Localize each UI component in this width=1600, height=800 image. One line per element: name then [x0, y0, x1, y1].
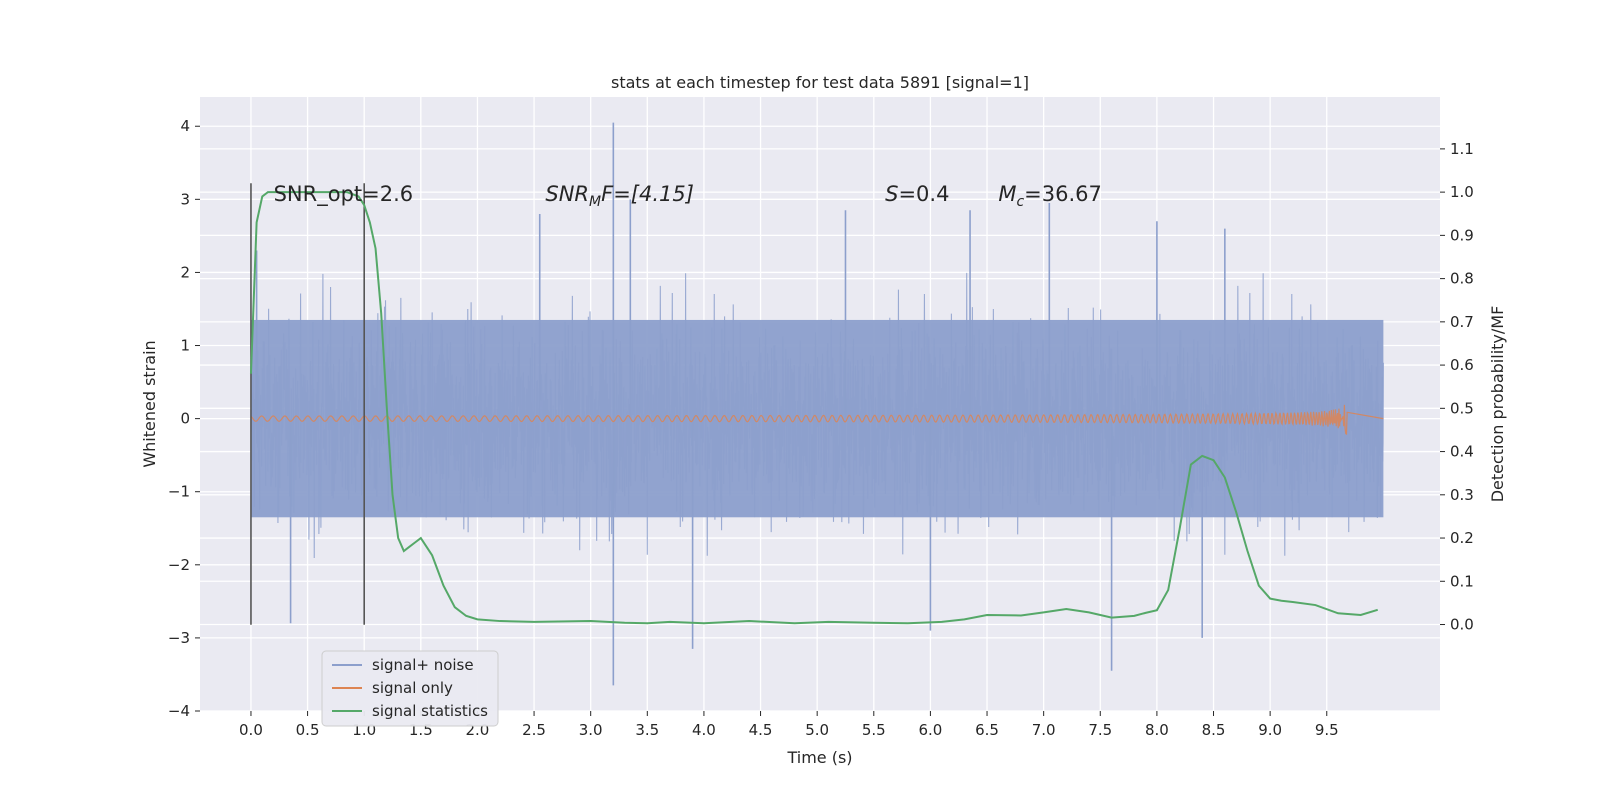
y-tick-label: −4 [168, 702, 190, 720]
y2-tick-label: 0.0 [1450, 616, 1474, 634]
y2-axis-title: Detection probability/MF [1488, 306, 1507, 503]
stats-series-line [249, 191, 1379, 625]
annotation-mc-sub: c [1016, 194, 1024, 210]
y2-tick-label: 1.1 [1450, 140, 1474, 158]
y2-tick-label: 1.0 [1450, 183, 1474, 201]
legend-box [321, 650, 499, 727]
y2-tick-label: 0.5 [1450, 399, 1474, 417]
x-tick-label: 8.0 [1145, 721, 1169, 739]
annotation-mc-main: M [998, 182, 1016, 206]
annotation-s-main: S [885, 182, 898, 206]
legend-label-stats: signal statistics [372, 702, 488, 720]
x-tick-label: 7.5 [1088, 721, 1112, 739]
y-tick-label: 3 [180, 190, 190, 208]
x-tick-label: 6.0 [918, 721, 942, 739]
annotation-snr-opt: SNR_opt=2.6 [274, 182, 414, 207]
y2-tick-label: 0.2 [1450, 529, 1474, 547]
x-tick-label: 9.5 [1315, 721, 1339, 739]
annotation-snr-mf-sub: M [589, 194, 601, 210]
signal-series-group [250, 404, 1384, 436]
y-tick-label: 0 [180, 410, 190, 428]
signal-series-line [250, 404, 1384, 436]
legend: signal+ noise signal only signal statist… [321, 650, 499, 727]
annotation-snr-mf-rest: F=[4.15] [601, 182, 694, 206]
axes-ticks-group: 0.0 0.5 1.0 1.5 2.0 2.5 3.0 3.5 4.0 4.5 5.0 5.5 6.0 6… [168, 117, 1474, 739]
x-tick-label: 5.0 [805, 721, 829, 739]
y-axis-title: Whitened strain [140, 340, 159, 467]
y2-tick-label: 0.6 [1450, 356, 1474, 374]
y2-tick-label: 0.1 [1450, 572, 1474, 590]
x-tick-label: 7.0 [1032, 721, 1056, 739]
x-tick-label: 0.5 [296, 721, 320, 739]
annotation-mc: Mc=36.67 [998, 182, 1102, 210]
y2-tick-label: 0.7 [1450, 313, 1474, 331]
legend-label-noise: signal+ noise [372, 656, 474, 674]
x-tick-label: 3.0 [579, 721, 603, 739]
chart-title: stats at each timestep for test data 589… [611, 73, 1029, 92]
y-tick-label: 4 [180, 117, 190, 135]
x-tick-label: 2.5 [522, 721, 546, 739]
y-tick-label: −3 [168, 629, 190, 647]
stats-series-group [249, 191, 1379, 625]
window-lines-group [250, 183, 366, 625]
x-tick-label: 9.0 [1258, 721, 1282, 739]
y-tick-label: −1 [168, 483, 190, 501]
x-tick-label: 4.0 [692, 721, 716, 739]
annotation-s: S=0.4 [885, 182, 949, 206]
x-tick-label: 5.5 [862, 721, 886, 739]
y-tick-label: −2 [168, 556, 190, 574]
x-tick-label: 4.5 [749, 721, 773, 739]
x-tick-label: 0.0 [239, 721, 263, 739]
y2-tick-label: 0.3 [1450, 486, 1474, 504]
y2-tick-label: 0.4 [1450, 443, 1474, 461]
x-tick-label: 8.5 [1202, 721, 1226, 739]
y2-tick-label: 0.8 [1450, 270, 1474, 288]
y-tick-label: 1 [180, 337, 190, 355]
annotation-snr-mf: SNRMF=[4.15] [545, 182, 694, 210]
x-axis-title: Time (s) [786, 748, 852, 767]
y2-tick-label: 0.9 [1450, 226, 1474, 244]
legend-label-signal: signal only [372, 679, 453, 697]
annotation-s-rest: =0.4 [898, 182, 949, 206]
y-tick-label: 2 [180, 263, 190, 281]
x-tick-label: 6.5 [975, 721, 999, 739]
annotation-snr-mf-main: SNR [545, 182, 589, 206]
x-tick-label: 3.5 [635, 721, 659, 739]
annotation-mc-rest: =36.67 [1024, 182, 1102, 206]
